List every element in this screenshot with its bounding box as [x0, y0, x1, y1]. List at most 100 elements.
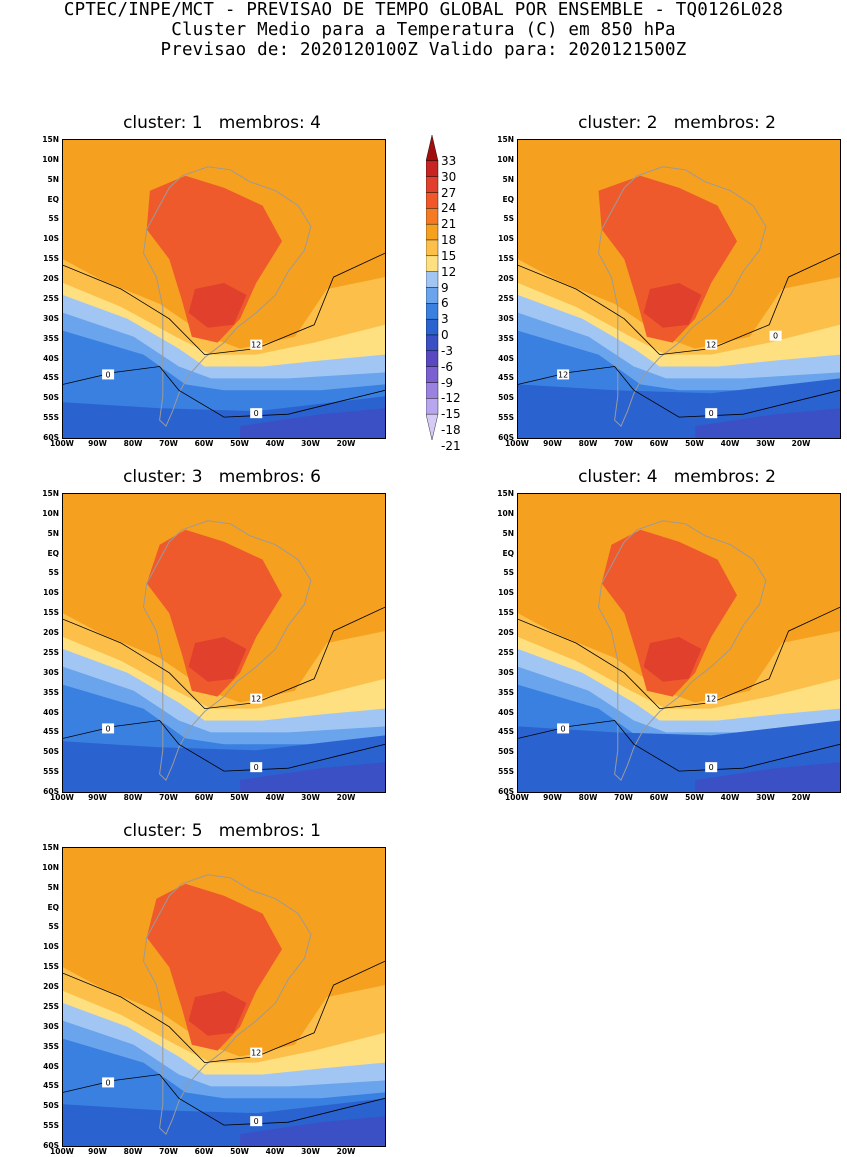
- lat-tick-label: 15S: [43, 254, 59, 264]
- colorbar-swatch: [425, 318, 439, 336]
- contour-label-bg: [705, 762, 718, 773]
- contour-12: [63, 252, 385, 356]
- lat-tick-label: 45S: [43, 727, 59, 737]
- lat-tick-label: 55S: [498, 767, 514, 777]
- colorbar-level-label: 18: [441, 233, 457, 247]
- header-line-2: Cluster Medio para a Temperatura (C) em …: [171, 20, 676, 40]
- temperature-band-6: [240, 1116, 385, 1146]
- lon-tick-label: 60W: [194, 1147, 214, 1156]
- contour-12: [63, 960, 385, 1064]
- lat-tick-label: 20S: [43, 628, 59, 638]
- temperature-band-7: [146, 175, 282, 343]
- contour-label-bg: [102, 369, 115, 380]
- lat-tick-label: 60S: [43, 1141, 59, 1150]
- lon-tick-label: 60W: [649, 793, 669, 802]
- lon-tick-label: 70W: [614, 793, 633, 802]
- lon-tick-label: 60W: [194, 793, 214, 802]
- lat-tick-label: EQ: [47, 902, 60, 912]
- lat-tick-label: 5N: [47, 174, 60, 184]
- lat-tick-label: 40S: [43, 353, 59, 363]
- lat-tick-label: 5N: [47, 882, 60, 892]
- lon-tick-label: 70W: [614, 439, 633, 448]
- lat-tick-label: 10N: [497, 154, 514, 164]
- lon-tick-label: 90W: [543, 439, 562, 448]
- lat-tick-label: 35S: [498, 687, 514, 697]
- lon-tick-label: 50W: [230, 793, 249, 802]
- lat-tick-label: 35S: [43, 687, 59, 697]
- panel-title: cluster: 3 membros: 6: [123, 467, 321, 487]
- lat-tick-label: 45S: [498, 727, 514, 737]
- colorbar-swatch: [425, 303, 439, 320]
- lat-tick-label: 5S: [503, 568, 514, 578]
- lat-tick-label: 10S: [498, 588, 514, 598]
- lat-tick-label: 40S: [43, 1061, 59, 1071]
- temperature-map: 12 0 0: [517, 493, 841, 793]
- contour-label: 0: [773, 332, 778, 341]
- lon-tick-label: 70W: [159, 1147, 178, 1156]
- map-svg: 12 0 0: [63, 848, 385, 1146]
- colorbar-swatch: [425, 350, 439, 367]
- lon-tick-label: 20W: [336, 793, 356, 802]
- contour-label-bg: [250, 408, 263, 419]
- lat-tick-label: 10N: [42, 154, 59, 164]
- lat-tick-label: 15N: [497, 135, 514, 144]
- temperature-band-8: [188, 283, 247, 328]
- colorbar-swatch: [425, 134, 439, 162]
- lat-tick-label: 55S: [43, 413, 59, 423]
- lat-tick-label: 5S: [48, 214, 59, 224]
- colorbar-level-label: 33: [441, 153, 457, 168]
- colorbar-level-label: 6: [441, 296, 449, 311]
- lon-tick-label: 80W: [578, 793, 598, 802]
- lat-tick-label: 60S: [43, 787, 59, 796]
- map-svg: 12 0 0: [63, 494, 385, 792]
- lat-tick-label: 5N: [502, 528, 515, 538]
- colorbar-swatch: [425, 223, 439, 241]
- contour-label: 12: [251, 695, 261, 704]
- contour-label-bg: [705, 339, 718, 350]
- lon-tick-label: 40W: [720, 793, 740, 802]
- lon-tick-label: 80W: [123, 1147, 143, 1156]
- lat-tick-label: 5N: [47, 528, 60, 538]
- lat-tick-label: 50S: [43, 393, 59, 403]
- contour-label: 12: [251, 341, 261, 350]
- lat-tick-label: 10S: [43, 234, 59, 244]
- lat-tick-label: 40S: [498, 353, 514, 363]
- colorbar-level-label: -21: [441, 438, 461, 453]
- lon-tick-label: 80W: [123, 439, 143, 448]
- colorbar-level-label: 0: [441, 328, 449, 342]
- contour-label-bg: [102, 723, 115, 734]
- continent-outline: [142, 874, 312, 1135]
- lat-tick-label: EQ: [502, 194, 515, 204]
- colorbar-level-label: 27: [441, 185, 457, 200]
- contour-label: 0: [709, 763, 714, 772]
- contour-label: 0: [106, 724, 111, 733]
- colorbar-level-label: 21: [441, 217, 457, 232]
- contour-label-bg: [705, 408, 718, 419]
- temperature-band-8: [643, 283, 702, 328]
- contour-12: [63, 606, 385, 710]
- lon-tick-label: 70W: [159, 793, 178, 802]
- temperature-band-7: [601, 529, 737, 697]
- colorbar-level-label: 12: [441, 264, 457, 279]
- lat-tick-label: 45S: [43, 1081, 59, 1091]
- lon-tick-label: 30W: [756, 793, 775, 802]
- lat-tick-label: 25S: [43, 1001, 59, 1011]
- contour-label: 0: [106, 370, 111, 379]
- temperature-map: 12 0 0: [62, 847, 386, 1147]
- colorbar-swatch: [425, 287, 439, 304]
- colorbar-svg: [425, 134, 439, 441]
- contour-label-bg: [250, 339, 263, 350]
- temperature-band-7: [146, 883, 282, 1051]
- colorbar-level-label: 30: [441, 169, 457, 184]
- contour-0: [63, 1074, 385, 1126]
- colorbar-level-label: 3: [441, 312, 449, 327]
- lat-tick-label: 30S: [498, 313, 514, 323]
- lat-tick-label: 5S: [48, 568, 59, 578]
- colorbar-level-label: 24: [441, 201, 457, 216]
- colorbar-swatch: [425, 192, 439, 209]
- lat-tick-label: 35S: [43, 333, 59, 343]
- temperature-map: 12 12 0 0: [517, 139, 841, 439]
- colorbar-swatch: [425, 160, 439, 177]
- lat-tick-label: 20S: [43, 982, 59, 992]
- lon-tick-label: 40W: [265, 439, 285, 448]
